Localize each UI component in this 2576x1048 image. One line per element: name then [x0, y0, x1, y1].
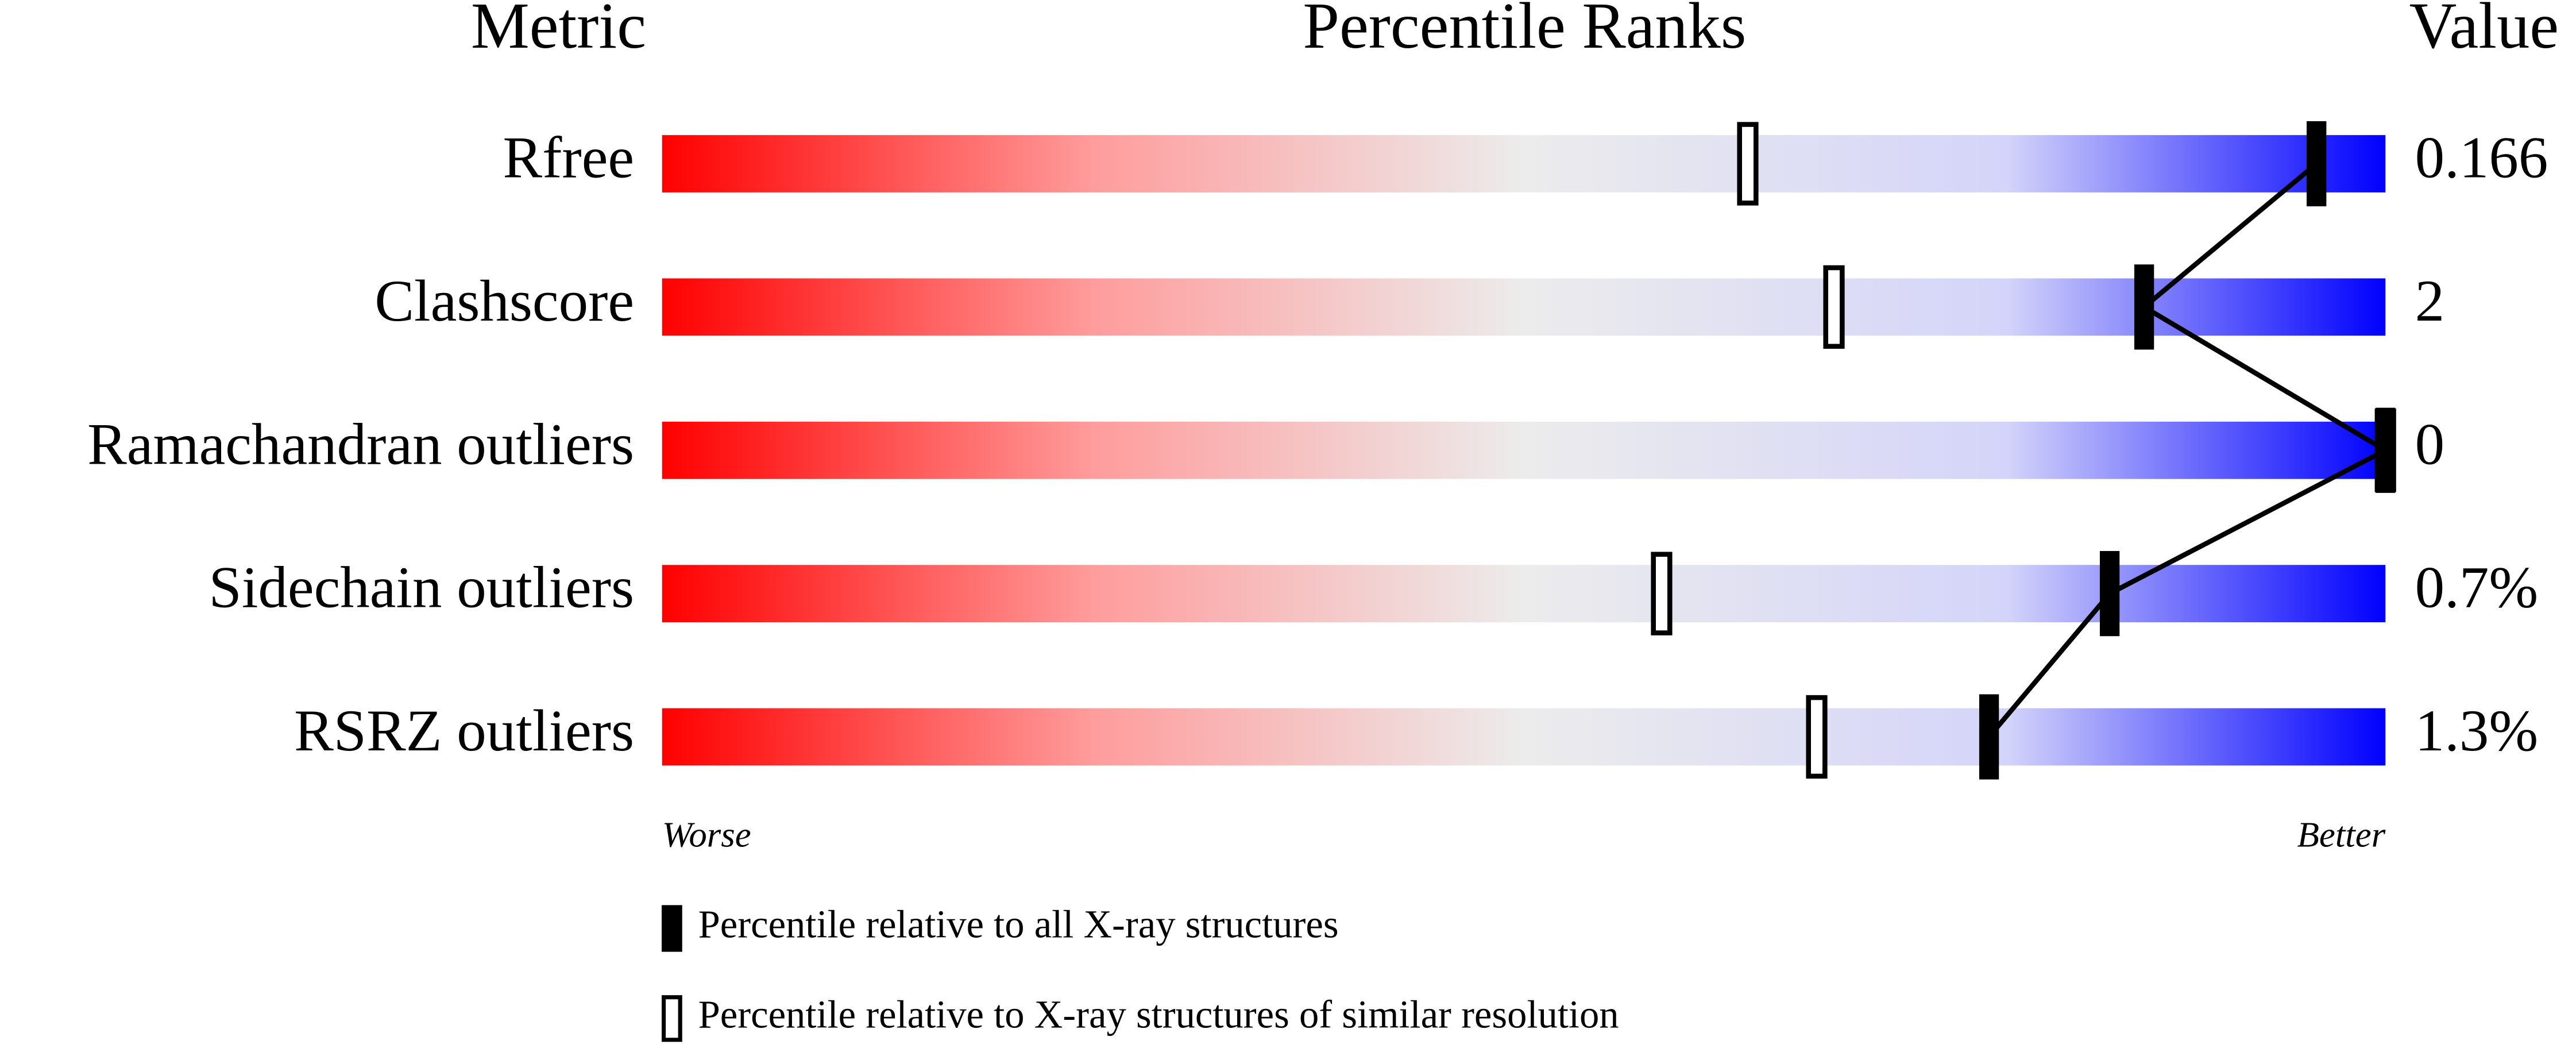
metric-value: 0.166 — [2415, 125, 2548, 191]
percentile-bar — [662, 708, 2386, 766]
percentile-bar — [662, 135, 2386, 192]
better-label: Better — [2297, 815, 2385, 855]
metric-label: Rfree — [503, 125, 634, 191]
percentile-bar — [662, 421, 2386, 479]
metric-value: 0.7% — [2415, 555, 2538, 621]
metric-value: 2 — [2415, 268, 2444, 334]
legend-label: Percentile relative to all X-ray structu… — [698, 903, 1339, 946]
worse-label: Worse — [662, 815, 751, 855]
all-marker — [2307, 121, 2327, 207]
all-marker — [1979, 694, 1999, 780]
legend-key — [661, 905, 682, 952]
metric-label: Sidechain outliers — [209, 555, 635, 621]
percentile-bar — [662, 565, 2386, 622]
header-percentile: Percentile Ranks — [1303, 0, 1746, 62]
percentile-bar — [662, 278, 2386, 336]
metric-label: Ramachandran outliers — [87, 411, 634, 477]
header-value: Value — [2409, 0, 2559, 62]
similar-marker — [1737, 122, 1759, 206]
similar-marker — [1823, 265, 1845, 349]
all-marker — [2376, 407, 2396, 493]
similar-marker — [1651, 552, 1673, 635]
legend-key — [661, 995, 682, 1042]
header-metric: Metric — [471, 0, 646, 62]
metric-value: 0 — [2415, 411, 2444, 477]
metric-value: 1.3% — [2415, 698, 2538, 764]
all-marker — [2099, 551, 2120, 637]
legend-label: Percentile relative to X-ray structures … — [698, 993, 1619, 1037]
similar-marker — [1806, 695, 1828, 779]
metric-label: Clashscore — [374, 268, 634, 334]
metric-label: RSRZ outliers — [294, 698, 634, 764]
all-marker — [2134, 264, 2154, 350]
